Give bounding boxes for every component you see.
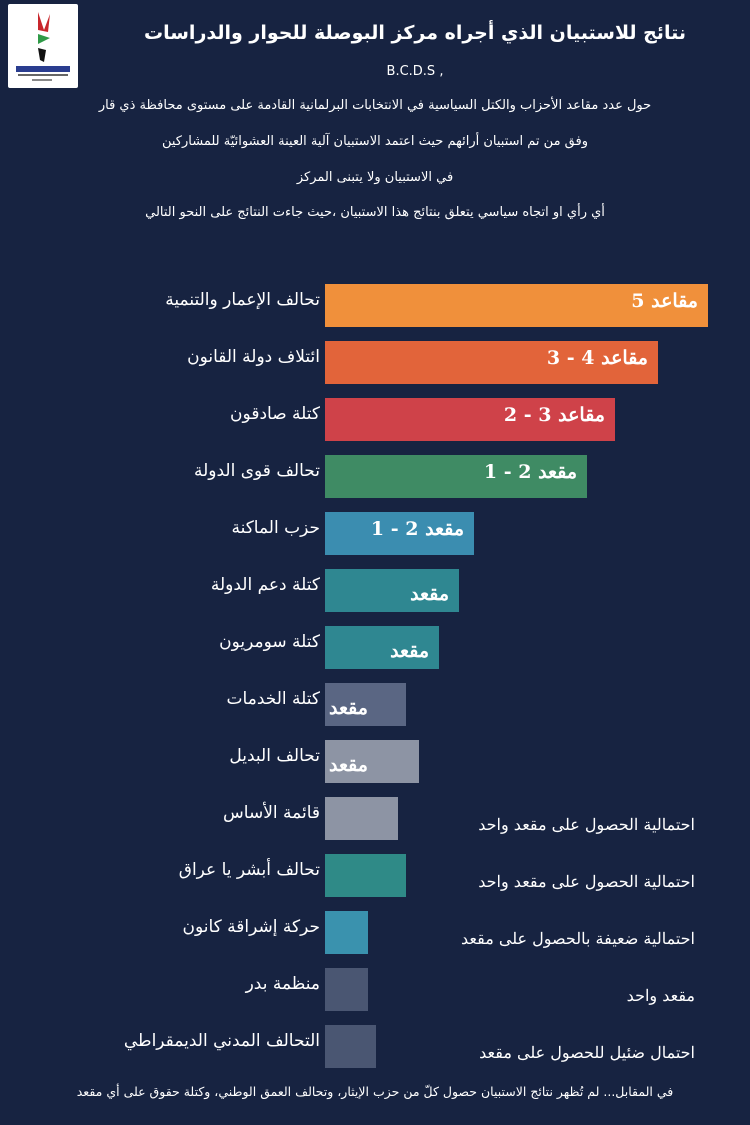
bar-note: احتمالية الحصول على مقعد واحد <box>478 872 695 891</box>
intro-line: في الاستبيان ولا يتبنى المركز <box>296 170 454 185</box>
bar-label: مقاعد 5 <box>631 290 698 312</box>
intro-line: حول عدد مقاعد الأحزاب والكتل السياسية في… <box>98 98 652 113</box>
intro-line: وفق من تم استبيان أرائهم حيث اعتمد الاست… <box>161 134 589 149</box>
category-label: منظمة بدر <box>245 974 320 994</box>
bar-note: مقعد واحد <box>626 986 695 1005</box>
bar: مقعد <box>325 740 419 783</box>
bar: مقعد <box>325 569 459 612</box>
bar-label: مقعد <box>390 640 429 662</box>
bar-label: مقعد <box>410 583 449 605</box>
category-label: التحالف المدني الديمقراطي <box>123 1031 320 1051</box>
org-abbreviation: B.C.D.S , <box>386 64 444 79</box>
bar-label: مقاعد 4 - 3 <box>546 347 648 369</box>
bar <box>325 797 398 840</box>
intro-line: أي رأي او اتجاه سياسي يتعلق بنتائج هذا ا… <box>145 205 605 220</box>
footer-note: في المقابل... لم تُظهر نتائج الاستبيان ح… <box>76 1084 674 1099</box>
category-label: حزب الماكنة <box>231 518 320 538</box>
bar: مقعد <box>325 626 439 669</box>
bar: مقعد <box>325 683 406 726</box>
bar <box>325 1025 376 1068</box>
category-label: ائتلاف دولة القانون <box>187 347 320 367</box>
category-label: حركة إشراقة كانون <box>182 917 321 937</box>
bar <box>325 968 368 1011</box>
category-label: تحالف أبشر يا عراق <box>178 860 320 880</box>
bar: مقاعد 4 - 3 <box>325 341 658 384</box>
bar-label: مقاعد 3 - 2 <box>503 404 605 426</box>
category-label: تحالف قوى الدولة <box>193 461 320 481</box>
category-label: كتلة دعم الدولة <box>210 575 320 595</box>
category-label: تحالف الإعمار والتنمية <box>165 290 320 310</box>
page-title: نتائج للاستبيان الذي أجراه مركز البوصلة … <box>144 22 686 44</box>
bar-label: مقعد 2 - 1 <box>483 461 577 483</box>
bar <box>325 854 406 897</box>
bar-note: احتمالية الحصول على مقعد واحد <box>478 815 695 834</box>
category-label: كتلة سومريون <box>219 632 320 652</box>
bar-label: مقعد 2 - 1 <box>370 518 464 540</box>
bar: مقعد 2 - 1 <box>325 512 474 555</box>
bar: مقاعد 5 <box>325 284 708 327</box>
bar: مقعد 2 - 1 <box>325 455 587 498</box>
bar: مقاعد 3 - 2 <box>325 398 615 441</box>
category-label: قائمة الأساس <box>223 803 320 823</box>
category-label: تحالف البديل <box>229 746 320 766</box>
logo <box>8 4 78 88</box>
bar-label: مقعد <box>329 697 368 719</box>
bar-note: احتمال ضئيل للحصول على مقعد <box>479 1043 695 1062</box>
bar-label: مقعد <box>329 754 368 776</box>
category-label: كتلة الخدمات <box>226 689 320 709</box>
category-label: كتلة صادقون <box>230 404 320 424</box>
bar-note: احتمالية ضعيفة بالحصول على مقعد <box>461 929 695 948</box>
bar <box>325 911 368 954</box>
